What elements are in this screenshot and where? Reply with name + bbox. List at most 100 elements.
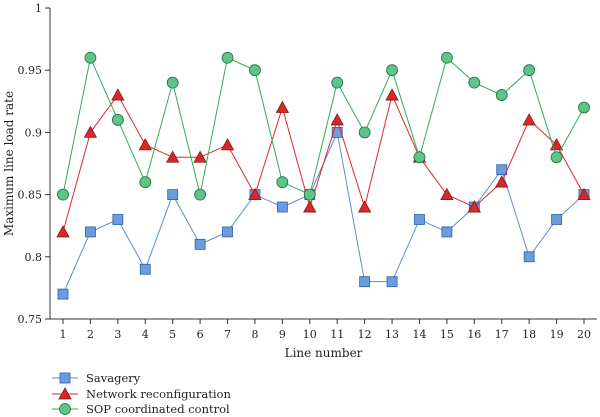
legend-triangle-marker	[58, 387, 72, 400]
triangle-marker	[467, 200, 481, 213]
circle-marker	[331, 76, 344, 89]
y-tick-label: 1	[35, 2, 42, 15]
x-tick-label: 12	[358, 328, 372, 341]
triangle-marker	[275, 100, 290, 113]
triangle-marker	[166, 150, 180, 163]
circle-marker	[523, 64, 536, 77]
square-marker	[222, 226, 233, 238]
triangle-marker	[111, 88, 125, 101]
circle-marker	[550, 151, 563, 164]
circle-marker	[221, 51, 234, 64]
legend-item-sop-coordinated-control: SOP coordinated control	[52, 402, 230, 416]
legend-label: SOP coordinated control	[86, 402, 230, 416]
y-tick-label: 0.75	[18, 313, 43, 326]
square-marker	[331, 127, 343, 138]
square-marker	[85, 226, 96, 238]
x-tick-label: 9	[279, 328, 286, 341]
circle-marker	[249, 64, 261, 77]
triangle-marker	[220, 138, 235, 151]
square-marker	[57, 288, 69, 300]
circle-marker	[111, 114, 124, 126]
legend-circle-marker	[59, 403, 71, 415]
square-marker	[359, 276, 371, 288]
circle-marker	[194, 188, 207, 201]
x-tick-label: 4	[142, 328, 149, 341]
triangle-marker	[577, 187, 591, 201]
circle-marker	[57, 188, 69, 201]
circle-marker	[358, 126, 371, 139]
circle-marker	[440, 51, 453, 64]
x-tick-label: 18	[522, 328, 536, 341]
square-marker	[112, 214, 124, 225]
circle-marker	[495, 89, 508, 101]
y-tick-label: 0.9	[25, 126, 43, 139]
square-marker	[167, 189, 179, 201]
triangle-marker	[495, 175, 509, 188]
y-axis-label: Maximum line load rate	[2, 91, 16, 236]
triangle-marker	[440, 187, 454, 201]
square-marker	[441, 226, 453, 238]
circle-marker	[468, 76, 481, 89]
triangle-marker	[193, 150, 207, 163]
x-axis-label: Line number	[285, 346, 363, 360]
x-ticks: 1 2 3 4 5 6 7 8 9 10 11 12 13 14 15 16 17 18 19 20	[60, 319, 591, 341]
series-circle	[57, 51, 590, 201]
triangle-marker	[385, 88, 399, 101]
x-tick-label: 14	[412, 328, 426, 341]
x-tick-label: 1	[60, 328, 67, 341]
series-triangle	[56, 88, 591, 238]
square-marker	[386, 276, 398, 288]
y-tick-label: 0.85	[18, 189, 43, 202]
square-marker	[414, 214, 425, 225]
x-tick-label: 2	[87, 328, 94, 341]
legend-label: Network reconfiguration	[86, 387, 231, 401]
circle-marker	[578, 101, 590, 114]
x-tick-label: 3	[114, 328, 121, 341]
y-ticks: 0.75 0.8 0.85 0.9 0.95 1	[18, 2, 50, 326]
square-marker	[551, 214, 562, 225]
square-marker	[139, 263, 151, 275]
series-line	[62, 93, 585, 233]
legend-square-marker	[59, 372, 71, 384]
legend-label: Savagery	[86, 371, 141, 385]
axes	[49, 8, 597, 320]
circle-marker	[386, 64, 398, 77]
square-marker	[194, 238, 206, 250]
circle-marker	[303, 188, 316, 201]
x-tick-label: 11	[330, 328, 344, 341]
y-tick-label: 0.8	[25, 251, 43, 264]
x-tick-label: 8	[251, 328, 258, 341]
series-layer	[56, 51, 591, 300]
legend-item-savagery: Savagery	[52, 371, 141, 385]
x-tick-label: 5	[169, 328, 176, 341]
square-marker	[523, 251, 535, 263]
triangle-marker	[83, 125, 98, 138]
triangle-marker	[56, 225, 70, 238]
circle-marker	[413, 151, 426, 164]
x-tick-label: 13	[385, 328, 399, 341]
triangle-marker	[248, 187, 262, 201]
x-tick-label: 10	[303, 328, 317, 341]
legend-item-network-reconfiguration: Network reconfiguration	[52, 387, 231, 401]
circle-marker	[139, 176, 152, 189]
triangle-marker	[330, 113, 344, 126]
square-marker	[276, 201, 288, 213]
circle-marker	[276, 176, 289, 189]
x-tick-label: 7	[224, 328, 231, 341]
triangle-marker	[138, 138, 152, 151]
x-tick-label: 19	[550, 328, 564, 341]
legend: Savagery Network reconfiguration SOP coo…	[52, 371, 231, 416]
x-tick-label: 15	[440, 328, 454, 341]
x-tick-label: 16	[467, 328, 481, 341]
x-tick-label: 6	[197, 328, 204, 341]
triangle-marker	[357, 200, 372, 213]
x-tick-label: 20	[577, 328, 591, 341]
series-square	[57, 127, 590, 300]
y-tick-label: 0.95	[18, 64, 43, 77]
triangle-marker	[522, 113, 536, 126]
circle-marker	[84, 51, 97, 64]
triangle-marker	[303, 200, 317, 213]
x-tick-label: 17	[495, 328, 509, 341]
circle-marker	[166, 76, 179, 89]
